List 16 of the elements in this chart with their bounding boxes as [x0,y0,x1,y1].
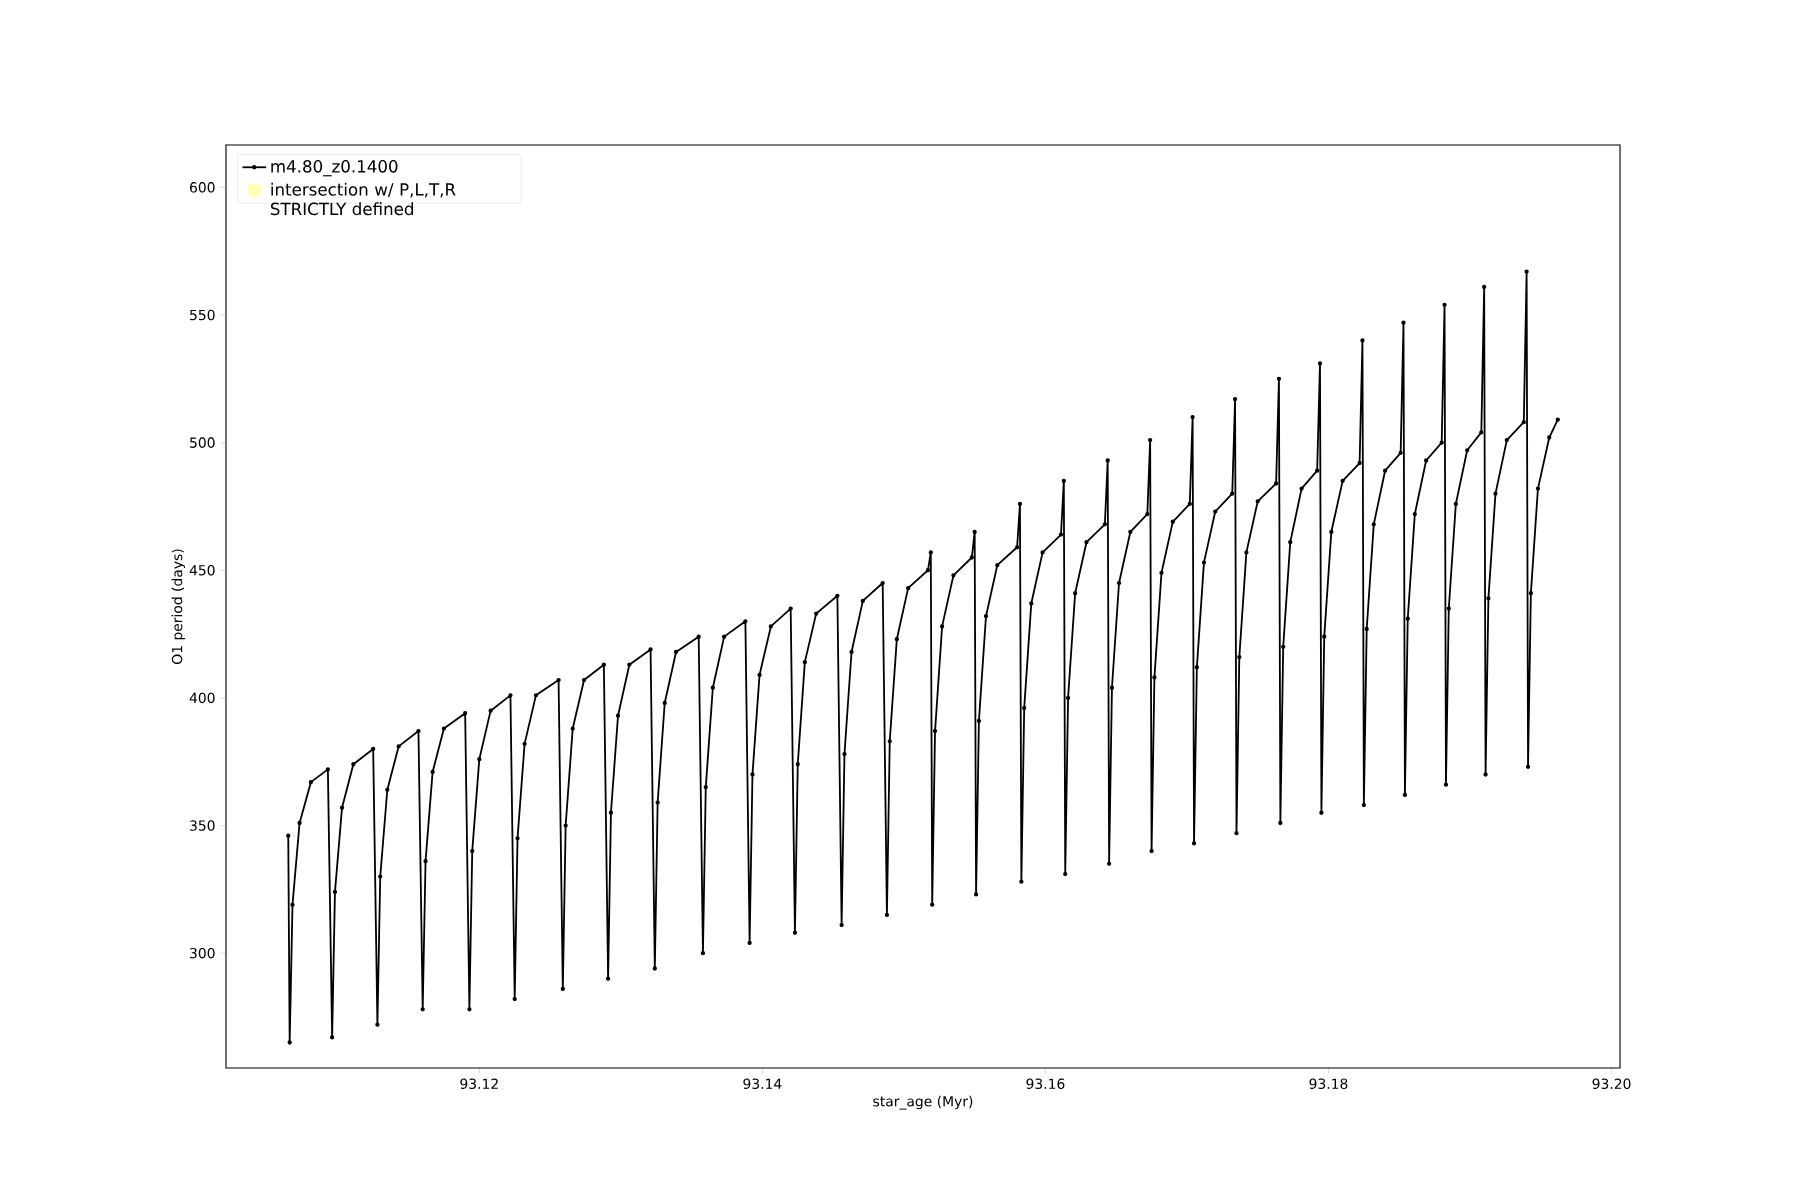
y-tick-label: 500 [190,437,215,448]
x-tick-label: 93.14 [743,1078,782,1090]
y-tick-label: 350 [190,820,215,831]
y-tick-label: 400 [189,692,215,704]
x-axis-title: star_age (Myr) [873,1095,973,1110]
x-tick-label: 93.12 [460,1078,498,1090]
y-axis-title: O1 period (days) [171,549,186,664]
legend-label: m4.80_z0.1400 [271,160,398,177]
y-tick-label: 300 [190,947,215,959]
y-tick-label: 550 [190,309,215,321]
y-tick-label: 600 [189,182,215,193]
legend-label: intersection w/ P,L,T,R STRICTLY defined [270,182,456,216]
x-tick-label: 93.20 [1592,1078,1631,1090]
x-tick-label: 93.16 [1026,1078,1065,1090]
y-tick-label: 450 [189,565,215,576]
x-tick-label: 93.18 [1309,1078,1348,1090]
